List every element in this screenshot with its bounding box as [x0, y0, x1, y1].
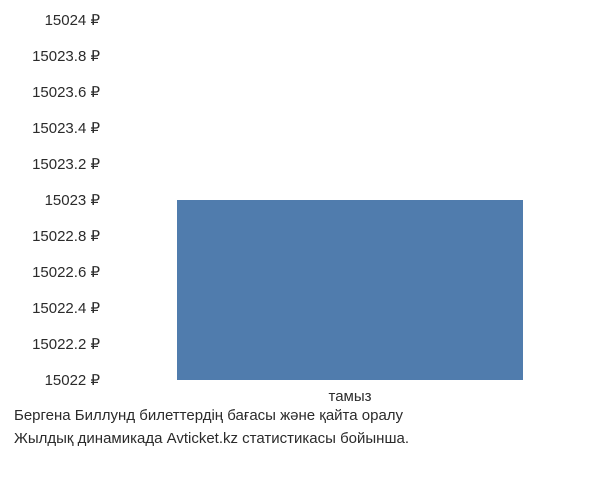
- chart-container: 15024 ₽15023.8 ₽15023.6 ₽15023.4 ₽15023.…: [0, 20, 600, 400]
- bar: [177, 200, 523, 380]
- y-tick-label: 15022 ₽: [45, 371, 100, 389]
- y-tick-label: 15023.8 ₽: [32, 47, 100, 65]
- x-tick-label: тамыз: [328, 388, 371, 405]
- y-tick-label: 15022.4 ₽: [32, 299, 100, 317]
- y-tick-label: 15024 ₽: [45, 11, 100, 29]
- y-tick-label: 15023.2 ₽: [32, 155, 100, 173]
- caption: Бергена Биллунд билеттердің бағасы және …: [14, 405, 409, 450]
- y-tick-label: 15022.8 ₽: [32, 227, 100, 245]
- caption-line-1: Бергена Биллунд билеттердің бағасы және …: [14, 405, 409, 428]
- y-tick-label: 15023.6 ₽: [32, 83, 100, 101]
- caption-line-2: Жылдық динамикада Avticket.kz статистика…: [14, 428, 409, 451]
- y-tick-label: 15022.2 ₽: [32, 335, 100, 353]
- y-tick-label: 15023.4 ₽: [32, 119, 100, 137]
- y-tick-label: 15023 ₽: [45, 191, 100, 209]
- plot-area: [110, 20, 590, 380]
- y-axis: 15024 ₽15023.8 ₽15023.6 ₽15023.4 ₽15023.…: [0, 20, 110, 380]
- y-tick-label: 15022.6 ₽: [32, 263, 100, 281]
